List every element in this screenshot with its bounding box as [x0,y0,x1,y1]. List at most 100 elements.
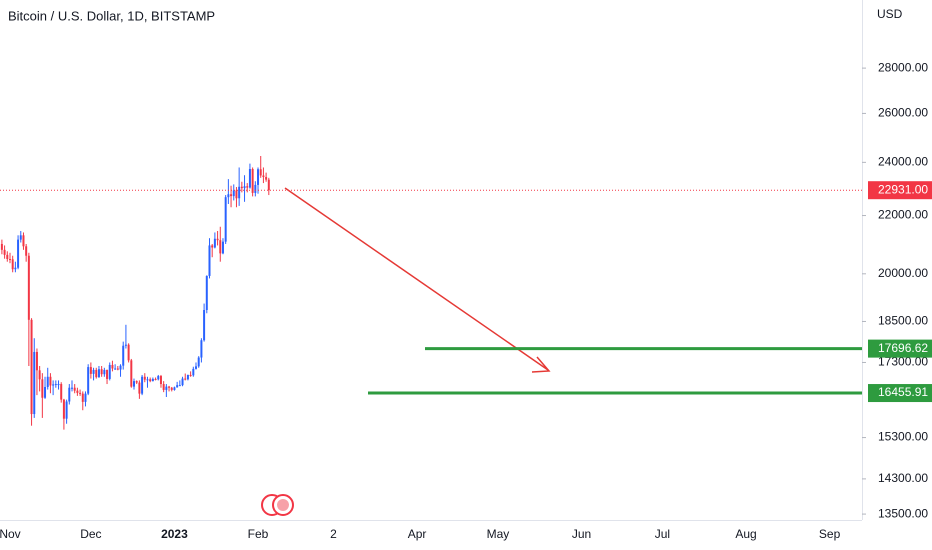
candle-body [141,376,144,394]
candle-body [219,240,222,254]
x-tick-label: Aug [735,527,756,541]
candle-body [92,369,95,374]
x-tick-label: Dec [80,527,101,541]
candle-body [186,374,189,380]
candle-body [130,360,133,387]
candle-body [70,387,73,389]
candle-body [238,186,241,199]
candle-body [100,369,103,375]
candle-body [135,381,138,383]
candle-body [146,379,149,381]
candle-body [211,245,214,248]
candle-body [116,368,119,370]
candle-body [14,267,17,270]
level-label-box [868,339,932,358]
y-tick-label: 24000.00 [878,155,928,169]
candle-body [76,390,79,393]
candle-body [151,378,154,382]
candle-body [11,259,14,270]
candle-body [25,246,28,256]
candle-body [87,367,90,394]
candle-body [106,369,109,379]
candle-body [246,186,249,188]
candle-body [84,393,87,402]
x-tick-label: Jul [655,527,670,541]
candle-body [170,387,173,390]
candle-body [248,169,251,188]
candle-body [19,235,22,240]
candle-body [227,194,230,198]
event-icon [261,494,294,516]
candle-body [57,384,60,386]
y-tick-label: 22000.00 [878,208,928,222]
candle-body [240,186,243,189]
candle-body [267,179,270,191]
candle-body [8,259,11,261]
candles [0,156,270,430]
candle-body [184,378,187,380]
candle-body [197,357,200,367]
candle-body [143,376,146,380]
candle-body [138,382,141,394]
y-tick-label: 28000.00 [878,60,928,74]
candle-body [97,369,100,378]
candle-body [254,184,257,193]
candle-body [6,254,9,260]
candle-body [181,378,184,386]
candle-body [103,369,106,375]
x-tick-label: Jun [572,527,591,541]
candle-body [38,370,41,380]
candle-body [49,376,52,386]
candle-body [165,386,168,390]
candle-body [62,399,65,419]
candle-body [178,385,181,387]
candle-body [79,392,82,394]
candle-body [243,186,246,189]
y-tick-label: 17300.00 [878,355,928,369]
candle-body [89,367,92,374]
candle-body [232,190,235,197]
candle-body [46,376,49,387]
candle-body [189,374,192,376]
y-tick-label: 14300.00 [878,471,928,485]
candle-body [224,197,227,242]
candle-body [159,376,162,385]
candle-body [195,366,198,369]
x-tick-label: Feb [248,527,269,541]
candle-body [154,378,157,380]
candle-body [230,194,233,197]
level-label-box [868,384,932,403]
candle-body [52,384,55,386]
candle-body [173,387,176,390]
candle-body [17,239,20,268]
candle-body [65,401,68,419]
candle-body [265,177,268,180]
arrow-annotation [284,187,551,373]
candle-body [41,379,44,398]
last-price-box [868,181,932,200]
candle-body [114,368,117,370]
candle-body [3,249,6,255]
candle-body [205,275,208,311]
candle-body [60,384,63,400]
x-tick-label: Apr [408,527,427,541]
candle-body [149,379,152,382]
candle-body [262,175,265,178]
candle-body [81,393,84,402]
candle-body [44,386,47,398]
candle-body [27,255,30,320]
candle-body [200,340,203,358]
candle-body [208,245,211,276]
candle-body [251,169,254,193]
candle-body [22,235,25,247]
candle-body [108,364,111,379]
candle-body [54,384,57,386]
last-price-label: 22931.00 [878,182,928,196]
candle-body [30,319,33,415]
x-tick-label: 2 [330,527,337,541]
candle-body [259,169,262,176]
candle-body [73,387,76,391]
candle-body [133,381,136,387]
